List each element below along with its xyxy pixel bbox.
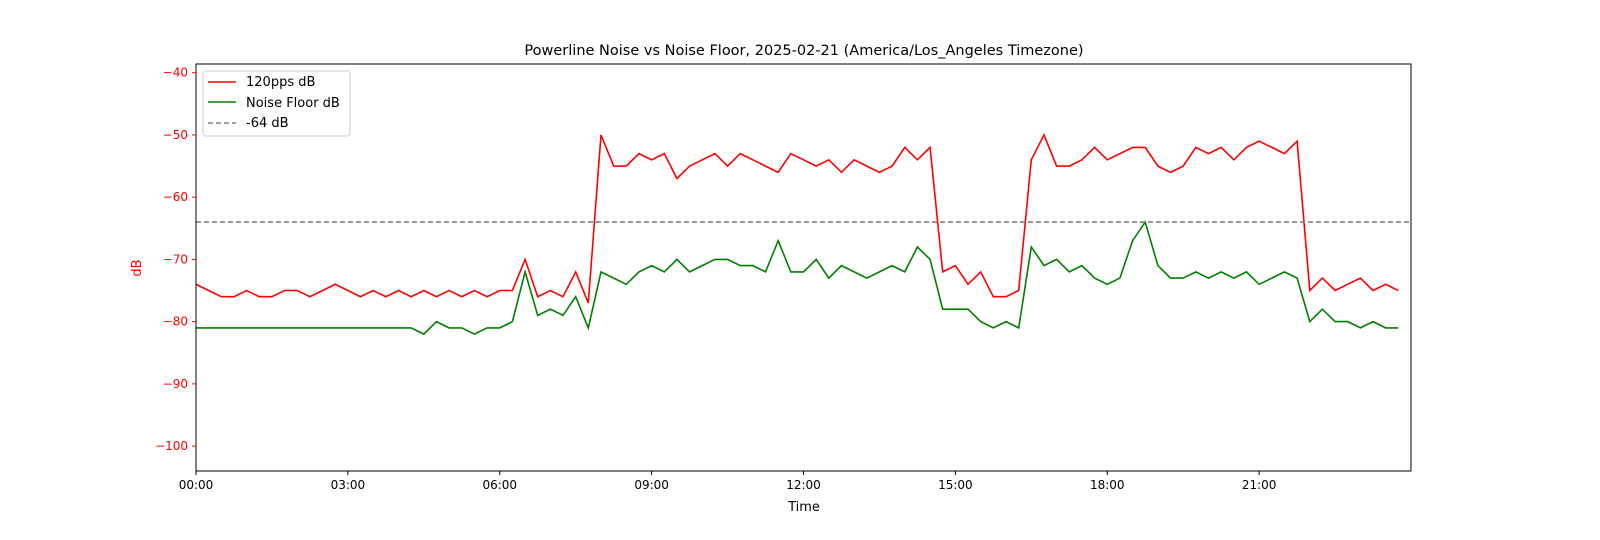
y-tick-label: −50 bbox=[163, 128, 188, 142]
legend-box bbox=[202, 70, 351, 137]
legend-label-120pps: 120pps dB bbox=[246, 75, 315, 90]
y-tick-label: −90 bbox=[163, 377, 188, 391]
series-line-0 bbox=[196, 132, 1399, 304]
x-tick-label: 18:00 bbox=[1090, 478, 1125, 492]
series-line-1 bbox=[196, 220, 1399, 336]
y-tick-label: −100 bbox=[155, 439, 188, 453]
x-tick-label: 03:00 bbox=[331, 478, 366, 492]
y-tick-label: −60 bbox=[163, 190, 188, 204]
x-tick-label: 09:00 bbox=[634, 478, 669, 492]
x-tick-label: 12:00 bbox=[786, 478, 821, 492]
x-axis-label: Time bbox=[787, 500, 820, 515]
y-axis-label: dB bbox=[130, 259, 145, 276]
y-axis: −40 −50 −60 −70 −80 −90 −100 bbox=[155, 66, 196, 453]
x-tick-label: 15:00 bbox=[938, 478, 973, 492]
plot-area bbox=[195, 63, 1412, 472]
plot-frame bbox=[195, 63, 1412, 472]
legend: 120pps dB Noise Floor dB -64 dB bbox=[202, 70, 351, 137]
legend-label-noise-floor: Noise Floor dB bbox=[246, 96, 340, 111]
y-tick-label: −80 bbox=[163, 315, 188, 329]
x-axis: 00:00 03:00 06:00 09:00 12:00 15:00 18:00 21:00 bbox=[179, 471, 1277, 492]
chart-title: Powerline Noise vs Noise Floor, 2025-02-… bbox=[524, 43, 1083, 59]
legend-label-threshold: -64 dB bbox=[246, 116, 289, 131]
x-tick-label: 00:00 bbox=[179, 478, 214, 492]
x-tick-label: 06:00 bbox=[482, 478, 517, 492]
y-tick-label: −40 bbox=[163, 66, 188, 80]
x-tick-label: 21:00 bbox=[1242, 478, 1277, 492]
y-tick-label: −70 bbox=[163, 252, 188, 266]
